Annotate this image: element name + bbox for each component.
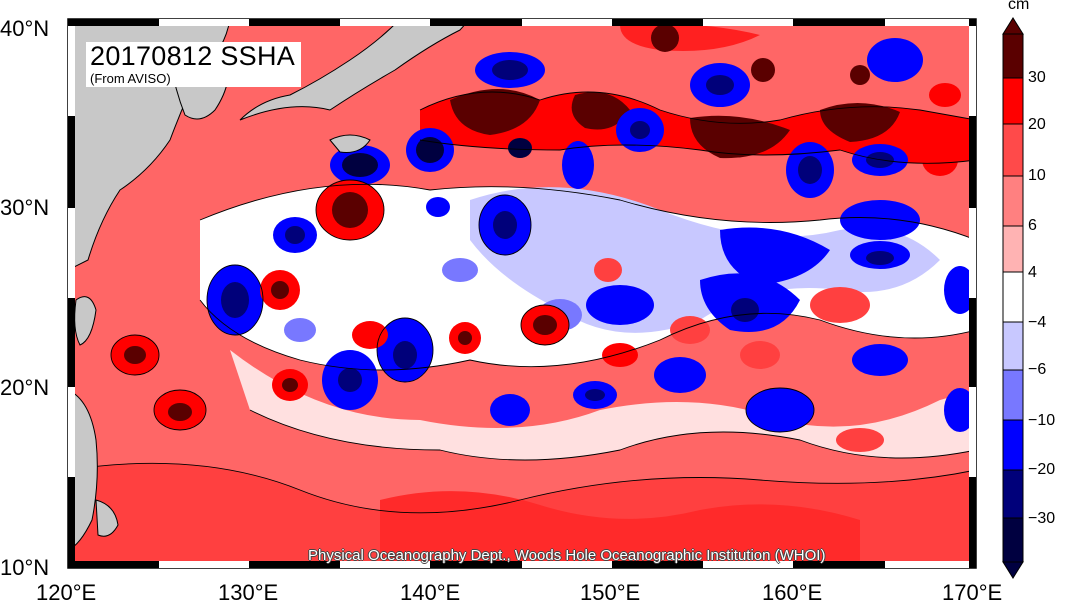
ssha-patch xyxy=(630,121,650,139)
ssha-patch xyxy=(836,428,884,452)
ssha-patch xyxy=(944,266,976,314)
ssha-patch xyxy=(670,316,710,344)
ssha-patch xyxy=(706,75,734,95)
map-credit: Physical Oceanography Dept., Woods Hole … xyxy=(308,547,826,564)
ssha-patch xyxy=(602,343,638,367)
ssha-patch xyxy=(393,341,417,369)
ssha-patch xyxy=(746,388,814,432)
ssha-patch xyxy=(654,357,706,393)
philippines xyxy=(68,389,98,551)
lat-label: 30°N xyxy=(0,195,50,220)
ssha-patch xyxy=(690,115,790,159)
map-title-box: 20170812 SSHA (From AVISO) xyxy=(86,41,302,87)
ssha-patch xyxy=(426,197,450,217)
ssha-patch xyxy=(820,102,900,142)
lon-label: 120°E xyxy=(36,580,97,605)
ssha-patch xyxy=(458,331,472,345)
lon-label: 160°E xyxy=(762,580,823,605)
ssha-patch xyxy=(342,153,378,177)
ssha-patch xyxy=(493,211,517,239)
lon-label: 170°E xyxy=(942,580,1003,605)
colorbar-label: −4 xyxy=(1028,314,1047,331)
colorbar-label: −6 xyxy=(1028,361,1047,378)
ssha-patch xyxy=(720,227,830,285)
colorbar xyxy=(1002,17,1024,579)
colorbar-label: 6 xyxy=(1028,217,1037,234)
ssha-patch xyxy=(731,298,759,322)
ssha-patch xyxy=(492,60,528,80)
ssha-patch xyxy=(470,187,940,333)
colorbar-label: 10 xyxy=(1028,167,1046,184)
map-subtitle: (From AVISO) xyxy=(90,71,171,86)
ssha-patch xyxy=(338,368,362,392)
ssha-patch xyxy=(442,258,478,282)
ssha-patch xyxy=(285,226,305,244)
colorbar-unit: cm xyxy=(1008,0,1030,13)
ssha-patch xyxy=(929,83,961,107)
colorbar-label: 30 xyxy=(1028,69,1046,86)
ssha-patch xyxy=(352,321,388,349)
ssha-patch xyxy=(416,137,444,163)
lat-label: 10°N xyxy=(0,555,50,580)
ssha-patch xyxy=(586,285,654,325)
map-field xyxy=(68,19,976,568)
map-border-gaps xyxy=(68,19,976,568)
ssha-patch xyxy=(508,138,532,158)
ssha-patch xyxy=(798,156,822,184)
ssha-patch xyxy=(810,287,870,323)
ssha-patch xyxy=(332,192,368,228)
colorbar-label: 4 xyxy=(1028,264,1037,281)
ssha-patch xyxy=(221,282,249,318)
lon-label: 130°E xyxy=(218,580,279,605)
ssha-patch xyxy=(533,315,557,335)
japan xyxy=(239,19,471,121)
ssha-patch xyxy=(284,318,316,342)
ssha-patch xyxy=(168,403,192,421)
ssha-patch xyxy=(450,89,540,135)
contour-lines xyxy=(68,91,976,514)
ssha-patch xyxy=(124,346,146,364)
ssha-patch xyxy=(651,24,679,52)
ssha-patch xyxy=(751,58,775,82)
ssha-patch xyxy=(230,350,976,460)
lon-label: 140°E xyxy=(400,580,461,605)
colorbar-label: 20 xyxy=(1028,116,1046,133)
ssha-patch xyxy=(490,394,530,426)
colorbar-label: −20 xyxy=(1028,461,1056,478)
map-title: 20170812 SSHA xyxy=(90,41,296,71)
ssha-patch xyxy=(282,378,298,392)
ssha-patch xyxy=(594,258,622,282)
ssha-patch xyxy=(840,200,920,240)
ssha-patch xyxy=(380,491,860,568)
ssha-patch xyxy=(867,38,923,82)
lat-label: 20°N xyxy=(0,375,50,400)
lat-label: 40°N xyxy=(0,16,50,41)
ssha-patch xyxy=(740,341,780,369)
ssha-patch xyxy=(571,92,630,130)
ssha-patch xyxy=(850,65,870,85)
colorbar-label: −30 xyxy=(1028,510,1056,527)
ssha-patch xyxy=(852,344,908,376)
lon-label: 150°E xyxy=(580,580,641,605)
philippines-island xyxy=(95,499,119,537)
ssha-patch xyxy=(866,251,894,265)
ssha-patch xyxy=(944,388,976,432)
ssha-patch xyxy=(922,144,958,176)
japan-south xyxy=(329,134,371,153)
ssha-patch xyxy=(585,389,605,401)
ssha-patch xyxy=(271,281,289,299)
ssha-patch xyxy=(562,141,594,189)
colorbar-label: −10 xyxy=(1028,412,1056,429)
